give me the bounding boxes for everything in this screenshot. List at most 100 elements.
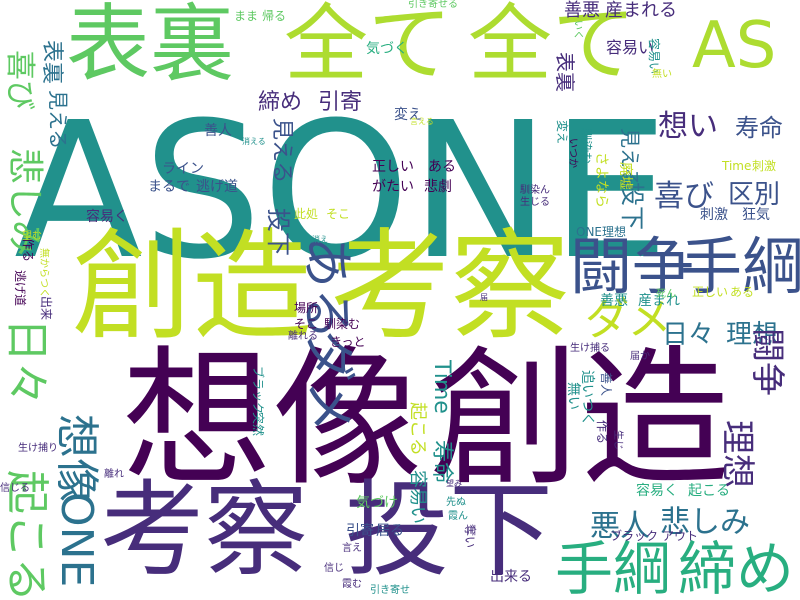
cloud-word: 善人 (599, 372, 613, 397)
cloud-word: さよなら (593, 152, 609, 208)
cloud-word: 奪い (463, 524, 477, 549)
cloud-word: 変え (394, 107, 422, 123)
cloud-word: AS (692, 9, 777, 83)
cloud-word: まるで (148, 179, 190, 195)
cloud-word: 手綱 (555, 535, 672, 600)
cloud-word: 廃墟 (617, 162, 633, 190)
cloud-word: 表裏 (66, 0, 235, 93)
cloud-word: 日々 (1, 318, 52, 406)
cloud-word: 区別 (728, 180, 781, 210)
cloud-word: 言える (410, 117, 434, 126)
cloud-word: 寿命 (735, 114, 783, 142)
cloud-word: 離れ (104, 469, 124, 480)
cloud-word: 投下 (345, 469, 554, 591)
cloud-word: 望む (22, 231, 42, 242)
cloud-word: そこ (326, 207, 351, 221)
cloud-word: アウト (662, 529, 699, 543)
cloud-word: ONE理想 (576, 225, 627, 239)
cloud-word: 届か (630, 351, 650, 362)
cloud-word: ASONE (14, 82, 670, 301)
cloud-word: ONE (51, 492, 102, 588)
cloud-word: 死ん (656, 289, 676, 300)
cloud-word: Time (722, 159, 752, 173)
cloud-word: 引寄 (318, 90, 363, 115)
cloud-word: きっと (330, 335, 366, 349)
cloud-word: 寿命 (429, 440, 454, 485)
cloud-word: 無い (565, 382, 581, 410)
cloud-word: 霞ん (448, 511, 468, 522)
cloud-word: 締め (258, 90, 303, 115)
cloud-word: Time (429, 360, 454, 414)
cloud-word: 善人 (204, 123, 232, 139)
cloud-word: 引き寄せ (370, 585, 410, 596)
cloud-word: 馴染む (324, 317, 361, 331)
cloud-word: 悲しみ (660, 505, 750, 540)
cloud-word: 信じる (0, 483, 30, 494)
cloud-word: 日々 (662, 320, 715, 350)
cloud-word: 全て (284, 0, 453, 93)
cloud-word: 容易く (636, 483, 678, 499)
cloud-word: 生け捕る (570, 343, 610, 354)
cloud-word: 喜び (2, 50, 37, 110)
cloud-word: 場所 (294, 301, 319, 315)
cloud-word: 作る (595, 420, 609, 445)
cloud-word: 生け捕り (18, 443, 58, 454)
cloud-word: 無からつく (38, 248, 49, 298)
cloud-word: ブラック (610, 529, 659, 543)
cloud-word: 善悪 (564, 0, 600, 21)
cloud-word: 闘争 (747, 328, 787, 396)
cloud-word: 産まれる (605, 0, 677, 21)
cloud-word: ある (730, 285, 755, 299)
cloud-word: いく (572, 20, 583, 40)
cloud-word: 創造 (72, 218, 312, 357)
cloud-word: 届 (480, 293, 488, 302)
cloud-word: 先ぬ (446, 497, 466, 508)
cloud-word: 消え (312, 235, 328, 244)
cloud-word: 起こる (688, 483, 730, 499)
cloud-word: ライン (162, 161, 204, 177)
cloud-word: 逃げ道 (196, 179, 238, 195)
cloud-word: そこ (294, 317, 319, 331)
cloud-word: 刺激 (700, 207, 728, 223)
cloud-word: 容易く (86, 209, 128, 225)
cloud-word: 正しい (692, 285, 729, 299)
cloud-word: 逃げ道 (13, 270, 27, 307)
cloud-word: 締め (678, 535, 795, 600)
cloud-word: 闘争 (570, 230, 695, 303)
cloud-word: 表裏 (39, 40, 64, 85)
cloud-word: 追いつく (579, 370, 595, 426)
cloud-word: 霞む (342, 579, 362, 590)
cloud-word: ダメ (585, 294, 672, 345)
cloud-word: 産まれ (638, 293, 680, 309)
cloud-word: 善悪 (600, 293, 628, 309)
cloud-word: 望み (446, 479, 462, 488)
cloud-word: 居る (376, 523, 404, 539)
cloud-word: ある (428, 159, 456, 175)
cloud-word: 理想 (717, 420, 757, 488)
cloud-word: 引寄 (346, 523, 374, 539)
cloud-word: 馴染ん (520, 185, 550, 196)
cloud-word: 投下 (264, 208, 292, 256)
cloud-word: 無い (652, 69, 672, 80)
cloud-word: まま (234, 9, 259, 23)
cloud-word: 想像 (51, 414, 102, 502)
cloud-word: 馴染む (579, 128, 593, 165)
cloud-word: 離れる (288, 331, 318, 342)
cloud-word: 突然 (251, 412, 265, 437)
cloud-word: 気づけ (356, 495, 398, 511)
cloud-word: 狂気 (742, 207, 770, 223)
cloud-word: 出来 (39, 296, 53, 321)
cloud-word: 消える (242, 137, 266, 146)
cloud-word: 起こる (407, 402, 428, 456)
cloud-word: 気づく (366, 41, 408, 57)
cloud-word: 悪人 (590, 509, 650, 544)
cloud-word: 容易い (407, 470, 428, 524)
cloud-word: 生じ (612, 430, 623, 450)
cloud-word: 生じる (520, 197, 550, 208)
cloud-word: 容易い (606, 38, 655, 57)
cloud-word: 表裏 (553, 52, 577, 92)
cloud-word: 考察 (100, 469, 309, 591)
cloud-word: がたい (372, 179, 414, 195)
cloud-word: 此処 (294, 207, 319, 221)
cloud-word: 言え (342, 543, 362, 554)
